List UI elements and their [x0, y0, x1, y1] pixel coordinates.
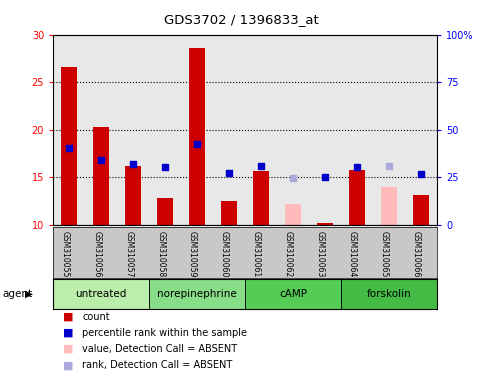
Text: norepinephrine: norepinephrine	[157, 289, 237, 299]
Text: forskolin: forskolin	[367, 289, 412, 299]
Bar	[381, 187, 397, 225]
Text: GSM310063: GSM310063	[316, 231, 325, 277]
Bar	[125, 166, 141, 225]
Text: GDS3702 / 1396833_at: GDS3702 / 1396833_at	[164, 13, 319, 26]
Point	[385, 163, 393, 169]
Text: ■: ■	[63, 312, 73, 322]
Point	[97, 157, 105, 163]
Bar	[221, 201, 237, 225]
Point	[353, 164, 361, 170]
Text: ■: ■	[63, 328, 73, 338]
Text: ▶: ▶	[25, 289, 33, 299]
Text: percentile rank within the sample: percentile rank within the sample	[82, 328, 247, 338]
Bar	[285, 204, 301, 225]
Text: GSM310055: GSM310055	[60, 231, 69, 277]
Text: GSM310057: GSM310057	[124, 231, 133, 277]
Point	[417, 171, 425, 177]
Point	[193, 141, 201, 147]
Bar	[413, 195, 429, 225]
Point	[65, 145, 73, 151]
Bar	[93, 127, 109, 225]
Text: ■: ■	[63, 344, 73, 354]
Bar	[149, 279, 245, 309]
Bar	[341, 279, 437, 309]
Bar	[245, 279, 341, 309]
Text: ■: ■	[63, 360, 73, 370]
Text: GSM310062: GSM310062	[284, 231, 293, 277]
Text: rank, Detection Call = ABSENT: rank, Detection Call = ABSENT	[82, 360, 232, 370]
Text: GSM310056: GSM310056	[92, 231, 101, 277]
Point	[129, 161, 137, 167]
Point	[321, 174, 329, 180]
Point	[257, 163, 265, 169]
Text: untreated: untreated	[75, 289, 127, 299]
Text: agent: agent	[2, 289, 32, 299]
Text: value, Detection Call = ABSENT: value, Detection Call = ABSENT	[82, 344, 237, 354]
Text: GSM310060: GSM310060	[220, 231, 229, 277]
Point	[289, 175, 297, 181]
Text: cAMP: cAMP	[279, 289, 307, 299]
Text: GSM310059: GSM310059	[188, 231, 197, 277]
Bar	[53, 279, 149, 309]
Text: GSM310061: GSM310061	[252, 231, 261, 277]
Text: GSM310058: GSM310058	[156, 231, 165, 277]
Bar	[189, 48, 205, 225]
Bar	[349, 170, 365, 225]
Bar	[61, 67, 77, 225]
Point	[161, 164, 169, 170]
Bar	[317, 223, 333, 225]
Bar	[253, 171, 269, 225]
Text: count: count	[82, 312, 110, 322]
Point	[225, 170, 233, 176]
Text: GSM310066: GSM310066	[412, 231, 421, 277]
Text: GSM310064: GSM310064	[348, 231, 357, 277]
Bar	[157, 198, 173, 225]
Text: GSM310065: GSM310065	[380, 231, 389, 277]
